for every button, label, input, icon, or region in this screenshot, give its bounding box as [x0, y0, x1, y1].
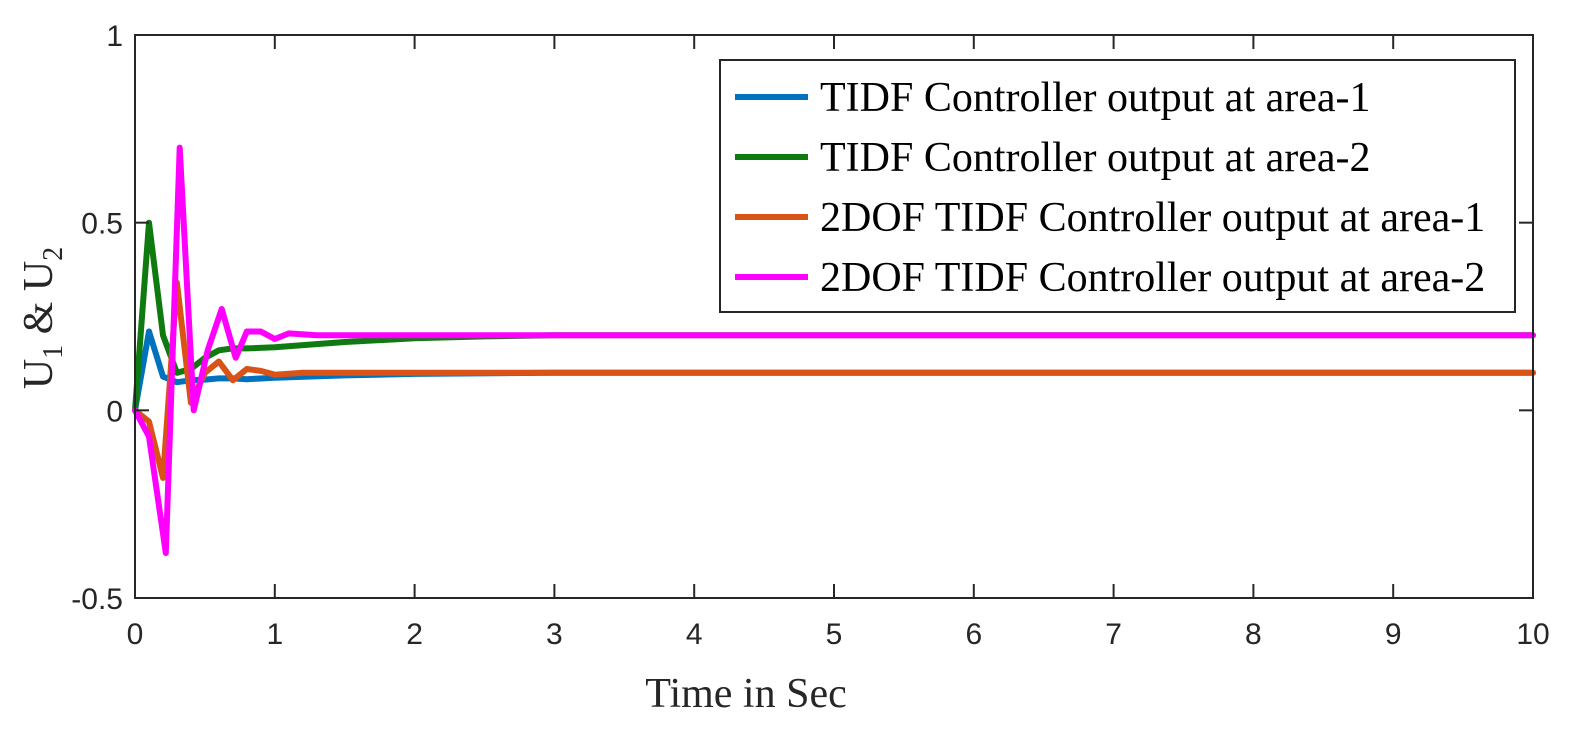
- x-tick-label: 2: [406, 618, 423, 651]
- legend: TIDF Controller output at area-1 TIDF Con…: [719, 59, 1516, 313]
- x-tick-label: 7: [1105, 618, 1122, 651]
- legend-label-1: TIDF Controller output at area-1: [820, 75, 1371, 121]
- y-axis-title-amp: &: [16, 291, 62, 345]
- x-tick-label: 8: [1245, 618, 1262, 651]
- series-layer: [132, 144, 1536, 556]
- x-tick-label: 4: [686, 618, 703, 651]
- y-tick-label: 0.5: [81, 208, 123, 241]
- x-tick-label: 9: [1385, 618, 1402, 651]
- y-axis-title-u1: U: [16, 359, 62, 389]
- legend-box: [719, 59, 1516, 313]
- x-tick-label: 6: [965, 618, 982, 651]
- x-tick-label: 5: [826, 618, 843, 651]
- x-tick-label: 1: [266, 618, 283, 651]
- y-axis-title-u2: U: [16, 261, 62, 291]
- y-axis-title-sub2: 2: [38, 247, 69, 261]
- legend-label-3: 2DOF TIDF Controller output at area-1: [820, 195, 1485, 241]
- x-tick-label: 0: [127, 618, 144, 651]
- y-tick-label: 1: [106, 20, 123, 53]
- y-tick-label: -0.5: [71, 583, 123, 616]
- x-tick-label: 3: [546, 618, 563, 651]
- x-axis-title: Time in Sec: [645, 671, 846, 717]
- svg-text:U1 & U2: U1 & U2: [16, 247, 69, 389]
- x-ticks: 0 1 2 3 4 5 6 7 8 9 10: [127, 35, 1550, 651]
- y-tick-label: 0: [106, 395, 123, 428]
- y-axis-title-sub1: 1: [38, 345, 69, 359]
- legend-label-4: 2DOF TIDF Controller output at area-2: [820, 255, 1485, 301]
- y-axis-title: U1 & U2: [16, 247, 69, 389]
- series-line-4: [132, 144, 1536, 556]
- x-tick-label: 10: [1516, 618, 1549, 651]
- legend-label-2: TIDF Controller output at area-2: [820, 135, 1371, 181]
- y-ticks: -0.5 0 0.5 1: [71, 20, 1533, 616]
